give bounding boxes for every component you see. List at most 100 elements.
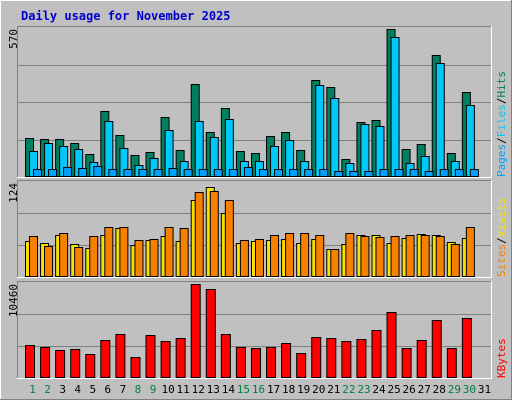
bar-kbytes-day-9 bbox=[145, 335, 156, 378]
bar-pages-day-24 bbox=[379, 169, 389, 177]
bar-sites-day-16 bbox=[254, 239, 264, 277]
bar-kbytes-day-14 bbox=[220, 334, 231, 378]
bar-pages-day-18 bbox=[289, 169, 299, 177]
bar-pages-day-21 bbox=[334, 171, 344, 177]
bar-kbytes-day-17 bbox=[266, 347, 277, 378]
bar-pages-day-1 bbox=[33, 169, 42, 177]
bar-sites-day-14 bbox=[224, 200, 234, 277]
bar-sites-day-24 bbox=[375, 237, 385, 277]
bar-kbytes-day-10 bbox=[160, 341, 171, 378]
x-label-day-1: 1 bbox=[29, 383, 36, 396]
bar-sites-day-20 bbox=[315, 235, 325, 277]
legend-item: Pages bbox=[495, 144, 508, 177]
bar-pages-day-5 bbox=[93, 166, 103, 177]
x-label-day-2: 2 bbox=[44, 383, 51, 396]
panel-kbytes: 10460 KBytes bbox=[7, 281, 508, 379]
bar-kbytes-day-11 bbox=[175, 338, 186, 378]
legend-item: / bbox=[495, 98, 508, 105]
x-label-day-6: 6 bbox=[105, 383, 112, 396]
bar-files-day-25 bbox=[390, 37, 400, 177]
x-label-day-13: 13 bbox=[207, 383, 220, 396]
x-label-day-12: 12 bbox=[192, 383, 205, 396]
bar-sites-day-13 bbox=[209, 191, 219, 277]
bar-kbytes-day-15 bbox=[235, 347, 246, 378]
bar-pages-day-15 bbox=[243, 167, 253, 177]
bar-sites-day-1 bbox=[29, 236, 38, 277]
bar-pages-day-17 bbox=[274, 169, 284, 177]
bar-pages-day-20 bbox=[319, 169, 329, 177]
legend-item: Hits bbox=[495, 71, 508, 98]
bar-sites-day-21 bbox=[330, 249, 340, 277]
bar-pages-day-26 bbox=[409, 169, 419, 177]
bar-kbytes-day-5 bbox=[85, 354, 96, 378]
bar-files-day-30 bbox=[465, 105, 475, 177]
bar-files-day-23 bbox=[360, 124, 370, 177]
bar-sites-day-5 bbox=[89, 236, 99, 277]
bar-kbytes-day-23 bbox=[356, 339, 367, 378]
bar-pages-day-6 bbox=[108, 169, 118, 177]
bar-files-day-20 bbox=[315, 85, 325, 177]
bar-sites-day-2 bbox=[44, 246, 54, 277]
y-max-label: 124 bbox=[7, 183, 20, 203]
bar-sites-day-22 bbox=[345, 233, 355, 277]
x-label-day-22: 22 bbox=[342, 383, 355, 396]
bar-sites-day-10 bbox=[164, 227, 174, 277]
x-label-day-10: 10 bbox=[161, 383, 174, 396]
bar-kbytes-day-1 bbox=[25, 345, 35, 378]
x-label-day-16: 16 bbox=[252, 383, 265, 396]
bar-pages-day-29 bbox=[454, 169, 464, 177]
bar-kbytes-day-27 bbox=[416, 340, 427, 378]
bar-pages-day-4 bbox=[78, 168, 88, 177]
legend: Sites/Visits bbox=[495, 198, 508, 278]
bar-sites-day-7 bbox=[119, 227, 129, 277]
bar-pages-day-25 bbox=[394, 169, 404, 177]
bar-sites-day-18 bbox=[285, 233, 295, 277]
bar-kbytes-day-22 bbox=[341, 341, 352, 378]
legend-item: KBytes bbox=[495, 338, 508, 378]
x-label-day-9: 9 bbox=[150, 383, 157, 396]
chart-panels: 570Pages/Files/Hits124Sites/Visits10460K… bbox=[7, 26, 508, 379]
bar-kbytes-day-18 bbox=[281, 343, 292, 378]
bar-kbytes-day-3 bbox=[55, 350, 66, 378]
legend-item: / bbox=[495, 137, 508, 144]
bar-sites-day-26 bbox=[405, 235, 415, 277]
bar-pages-day-2 bbox=[48, 169, 58, 177]
bar-kbytes-day-8 bbox=[130, 357, 141, 378]
bar-pages-day-30 bbox=[469, 169, 479, 177]
x-label-day-28: 28 bbox=[433, 383, 446, 396]
bar-pages-day-19 bbox=[304, 169, 314, 177]
bar-sites-day-25 bbox=[390, 236, 400, 277]
bar-pages-day-3 bbox=[63, 167, 73, 177]
x-label-day-30: 30 bbox=[463, 383, 476, 396]
x-label-day-25: 25 bbox=[387, 383, 400, 396]
x-label-day-7: 7 bbox=[120, 383, 127, 396]
bar-files-day-21 bbox=[330, 98, 340, 177]
x-label-day-27: 27 bbox=[418, 383, 431, 396]
bar-kbytes-day-25 bbox=[386, 312, 397, 378]
bar-sites-day-6 bbox=[104, 227, 114, 277]
bar-kbytes-day-12 bbox=[190, 284, 201, 378]
x-label-day-19: 19 bbox=[297, 383, 310, 396]
x-label-day-18: 18 bbox=[282, 383, 295, 396]
x-label-day-8: 8 bbox=[135, 383, 142, 396]
y-max-label: 570 bbox=[7, 29, 20, 49]
x-label-day-14: 14 bbox=[222, 383, 236, 396]
bar-sites-day-27 bbox=[420, 235, 430, 277]
y-max-label: 10460 bbox=[7, 284, 20, 317]
x-label-day-31: 31 bbox=[478, 383, 491, 396]
bar-sites-day-23 bbox=[360, 236, 370, 277]
bar-pages-day-16 bbox=[258, 169, 268, 177]
bar-pages-day-22 bbox=[349, 171, 359, 177]
bar-sites-day-12 bbox=[194, 192, 204, 277]
legend-item: Files bbox=[495, 104, 508, 137]
bar-kbytes-day-26 bbox=[401, 348, 412, 378]
bar-pages-day-9 bbox=[153, 169, 163, 177]
x-label-day-29: 29 bbox=[448, 383, 461, 396]
bar-pages-day-23 bbox=[364, 171, 374, 177]
legend-item: Sites bbox=[495, 244, 508, 277]
bar-files-day-6 bbox=[104, 121, 114, 177]
x-axis-labels: 1 2 3 4 5 6 7 8 9 10 11 12 13 14 15 16 17 18 19 20 21 22 23 24 2… bbox=[29, 383, 491, 396]
bar-files-day-12 bbox=[194, 121, 204, 177]
